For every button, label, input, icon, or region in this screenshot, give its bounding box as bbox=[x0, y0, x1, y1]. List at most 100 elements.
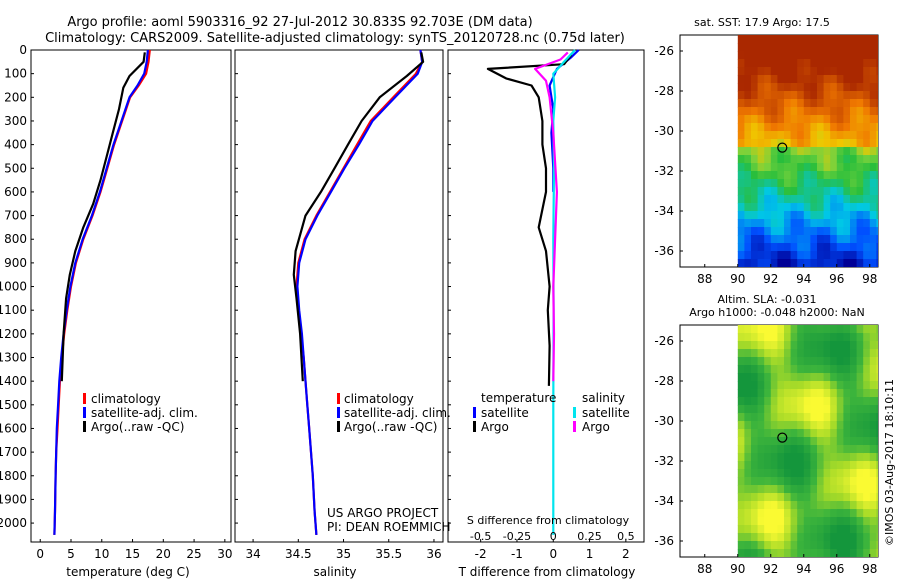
map-cell bbox=[737, 115, 745, 124]
map-cell bbox=[797, 437, 805, 446]
map-cell bbox=[810, 541, 818, 550]
map-cell bbox=[797, 485, 805, 494]
map-cell bbox=[737, 365, 745, 374]
map-cell bbox=[744, 357, 752, 366]
map-cell bbox=[797, 107, 805, 116]
map-cell bbox=[856, 421, 864, 430]
map-cell bbox=[830, 365, 838, 374]
map-cell bbox=[790, 461, 798, 470]
map-cell bbox=[823, 405, 831, 414]
map-cell bbox=[830, 461, 838, 470]
map-cell bbox=[744, 67, 752, 76]
map-cell bbox=[876, 243, 878, 252]
map-cell bbox=[737, 195, 745, 204]
map-cell bbox=[876, 509, 878, 518]
map-cell bbox=[744, 235, 752, 244]
map-cell bbox=[784, 195, 792, 204]
map-cell bbox=[810, 557, 817, 566]
map-cell bbox=[817, 533, 825, 542]
map-cell bbox=[810, 445, 818, 454]
argo-location-marker bbox=[777, 432, 788, 443]
map-cell bbox=[784, 163, 792, 172]
map-cell bbox=[810, 195, 818, 204]
map-x-tick-label: 92 bbox=[763, 562, 778, 576]
map-cell bbox=[823, 75, 831, 84]
map-cell bbox=[869, 477, 877, 486]
map-cell bbox=[843, 373, 851, 382]
map-cell bbox=[737, 405, 745, 414]
map-cell bbox=[836, 83, 844, 92]
map-cell bbox=[836, 147, 844, 156]
map-cell bbox=[757, 131, 765, 140]
depth-tick-label: 1500 bbox=[0, 398, 27, 412]
map-cell bbox=[836, 437, 844, 446]
map-cell bbox=[744, 445, 752, 454]
map-cell bbox=[751, 389, 759, 398]
map-cell bbox=[803, 203, 811, 212]
map-cell bbox=[856, 445, 864, 454]
map-cell bbox=[764, 509, 772, 518]
header-line2: Climatology: CARS2009. Satellite-adjuste… bbox=[45, 31, 625, 46]
map-cell bbox=[836, 75, 844, 84]
map-cell bbox=[869, 163, 877, 172]
map-cell bbox=[744, 461, 752, 470]
map-cell bbox=[751, 501, 759, 510]
map-cell bbox=[850, 397, 858, 406]
map-cell bbox=[757, 477, 765, 486]
map-cell bbox=[770, 453, 778, 462]
map-cell bbox=[751, 477, 759, 486]
map-cell bbox=[817, 557, 824, 566]
map-cell bbox=[810, 75, 818, 84]
difference-series: -2 -1 0 1 2 -0.5 -0.25 0 0.25 0.5 bbox=[470, 49, 635, 561]
map-cell bbox=[757, 333, 765, 342]
map-cell bbox=[737, 75, 745, 84]
map-cell bbox=[836, 235, 844, 244]
map-cell bbox=[843, 477, 851, 486]
map-cell bbox=[810, 83, 818, 92]
map-cell bbox=[843, 203, 851, 212]
map-cell bbox=[784, 341, 792, 350]
map-cell bbox=[764, 259, 772, 267]
map-cell bbox=[764, 445, 772, 454]
map-cell bbox=[876, 75, 878, 84]
map-cell bbox=[757, 349, 765, 358]
map-cell bbox=[751, 99, 759, 108]
map-cell bbox=[764, 115, 772, 124]
map-cell bbox=[784, 333, 792, 342]
map-cell bbox=[850, 259, 858, 267]
map-cell bbox=[869, 203, 877, 212]
map-cell bbox=[751, 405, 759, 414]
map-cell bbox=[770, 325, 778, 334]
map-cell bbox=[850, 373, 858, 382]
map-cell bbox=[790, 259, 798, 267]
map-cell bbox=[770, 501, 778, 510]
map-cell bbox=[836, 187, 844, 196]
map-cell bbox=[876, 163, 878, 172]
map-cell bbox=[876, 333, 878, 342]
map-cell bbox=[843, 259, 851, 267]
map-cell bbox=[823, 469, 831, 478]
map-cell bbox=[737, 501, 745, 510]
map-cell bbox=[790, 43, 798, 52]
map-cell bbox=[843, 131, 851, 140]
map-cell bbox=[784, 549, 792, 557]
map-cell bbox=[823, 445, 831, 454]
map-cell bbox=[823, 259, 831, 267]
map-cell bbox=[764, 67, 772, 76]
map-cell bbox=[751, 139, 759, 148]
map-cell bbox=[817, 445, 825, 454]
map-cell bbox=[737, 67, 745, 76]
map-cell bbox=[797, 83, 805, 92]
map-cell bbox=[863, 365, 871, 374]
map-cell bbox=[863, 67, 871, 76]
top-x-tick-label: -0.5 bbox=[470, 530, 491, 543]
map-cell bbox=[869, 75, 877, 84]
map-cell bbox=[836, 123, 844, 132]
map-cell bbox=[843, 251, 851, 260]
map-cell bbox=[797, 333, 805, 342]
map-cell bbox=[863, 99, 871, 108]
map-cell bbox=[797, 251, 805, 260]
map-cell bbox=[803, 187, 811, 196]
map-cell bbox=[803, 501, 811, 510]
map-cell bbox=[764, 235, 772, 244]
